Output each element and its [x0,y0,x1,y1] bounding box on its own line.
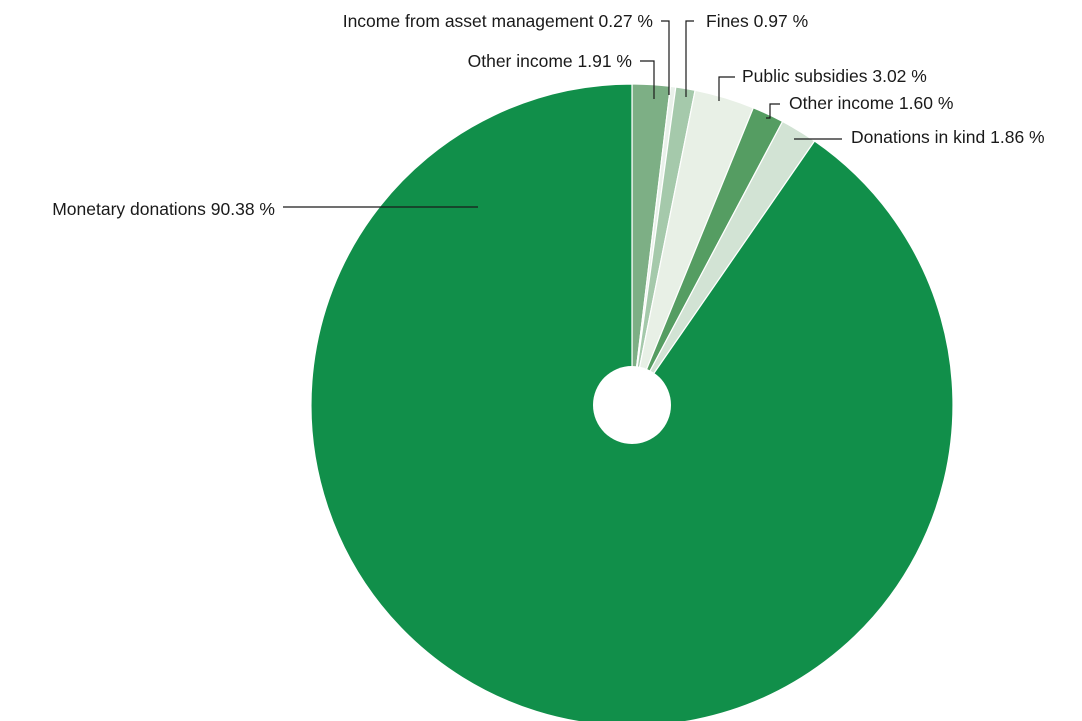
leader-line [685,20,694,97]
leader-line [718,76,735,101]
leader-line [661,20,670,95]
slice-label: Fines 0.97 % [706,11,808,31]
slice-label: Monetary donations 90.38 % [52,199,275,219]
leader-lines [283,20,842,208]
pie-slice-monetary-donations [310,83,954,721]
donut-hole [593,366,671,444]
leader-line [766,103,780,119]
slice-labels: Other income 1.91 % Income from asset man… [52,11,1044,219]
slice-label: Public subsidies 3.02 % [742,66,927,86]
slice-label: Other income 1.91 % [468,51,632,71]
slice-label: Donations in kind 1.86 % [851,127,1045,147]
slice-label: Income from asset management 0.27 % [343,11,653,31]
leader-line [640,60,655,99]
pie-slices [310,83,954,721]
slice-label: Other income 1.60 % [789,93,953,113]
